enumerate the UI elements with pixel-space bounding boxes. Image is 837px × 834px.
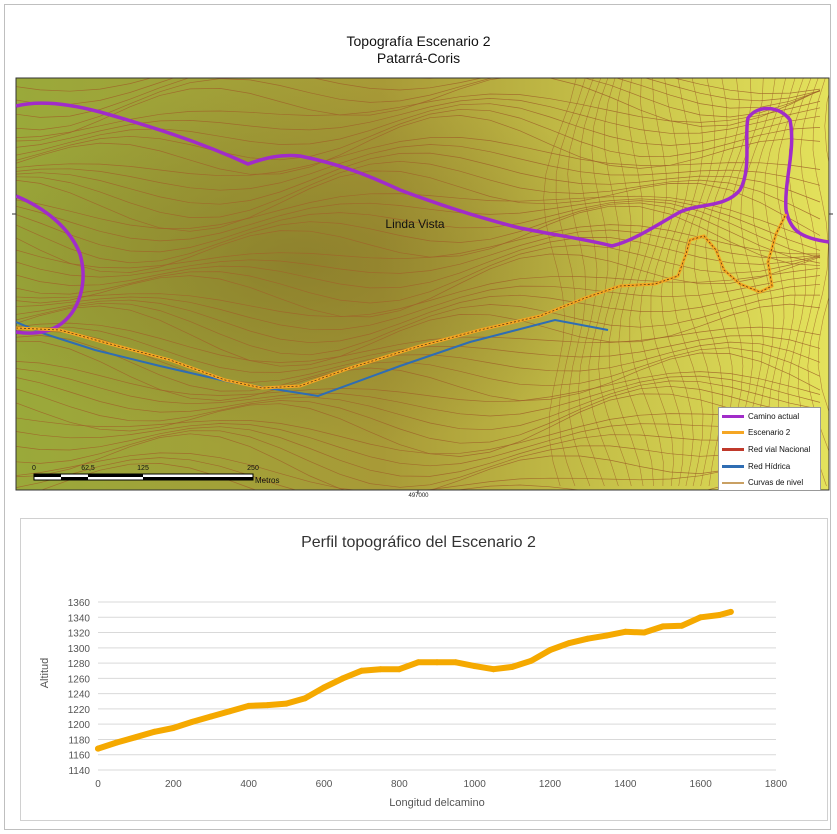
profile-point: [660, 623, 666, 629]
x-axis-label: Longitud delcamino: [389, 797, 484, 809]
profile-point: [189, 719, 195, 725]
profile-point: [547, 647, 553, 653]
y-tick-label: 1320: [68, 629, 91, 640]
profile-point: [321, 685, 327, 691]
profile-point: [509, 664, 515, 670]
y-axis-label: Altitud: [39, 658, 51, 689]
profile-point: [585, 636, 591, 642]
x-tick-label: 200: [165, 779, 182, 790]
profile-point: [472, 663, 478, 669]
profile-point: [679, 623, 685, 629]
profile-point: [717, 612, 723, 618]
y-tick-label: 1140: [68, 766, 90, 777]
y-tick-label: 1340: [68, 613, 91, 624]
profile-point: [396, 666, 402, 672]
y-tick-label: 1160: [68, 751, 90, 762]
profile-point: [491, 666, 497, 672]
x-tick-labels: 0 200 400 600 800 1000 1200 1400 1600 1800: [95, 779, 787, 790]
x-tick-label: 1600: [690, 779, 713, 790]
y-tick-label: 1180: [68, 735, 90, 746]
profile-point: [566, 640, 572, 646]
profile-point: [208, 714, 214, 720]
x-tick-label: 600: [316, 779, 333, 790]
profile-point: [415, 659, 421, 665]
profile-point: [728, 609, 734, 615]
profile-point: [95, 746, 101, 752]
y-tick-label: 1260: [68, 674, 91, 685]
y-tick-label: 1240: [68, 690, 91, 701]
profile-point: [246, 703, 252, 709]
profile-point: [152, 729, 158, 735]
profile-point: [114, 740, 120, 746]
y-tick-labels: 1140 1160 1180 1200 1220 1240 1260 1280 1300 1320…: [68, 598, 91, 777]
y-tick-label: 1280: [68, 659, 91, 670]
x-tick-label: 1400: [614, 779, 637, 790]
x-tick-label: 0: [95, 779, 101, 790]
profile-point: [434, 659, 440, 665]
profile-point: [453, 659, 459, 665]
x-tick-label: 400: [240, 779, 257, 790]
profile-point: [133, 734, 139, 740]
profile-point: [283, 701, 289, 707]
x-tick-label: 1800: [765, 779, 788, 790]
profile-point: [641, 630, 647, 636]
x-tick-label: 1200: [539, 779, 562, 790]
profile-point: [265, 702, 271, 708]
y-tick-label: 1200: [68, 720, 91, 731]
profile-point: [622, 629, 628, 635]
profile-point: [698, 614, 704, 620]
y-tick-label: 1360: [68, 598, 91, 609]
x-tick-label: 800: [391, 779, 408, 790]
profile-point: [604, 633, 610, 639]
x-tick-label: 1000: [464, 779, 487, 790]
profile-point: [170, 725, 176, 731]
profile-point: [378, 666, 384, 672]
profile-point: [227, 708, 233, 714]
y-tick-label: 1300: [68, 644, 91, 655]
profile-point: [302, 695, 308, 701]
profile-point: [528, 658, 534, 664]
profile-point: [340, 675, 346, 681]
profile-point: [359, 668, 365, 674]
y-tick-label: 1220: [68, 705, 91, 716]
